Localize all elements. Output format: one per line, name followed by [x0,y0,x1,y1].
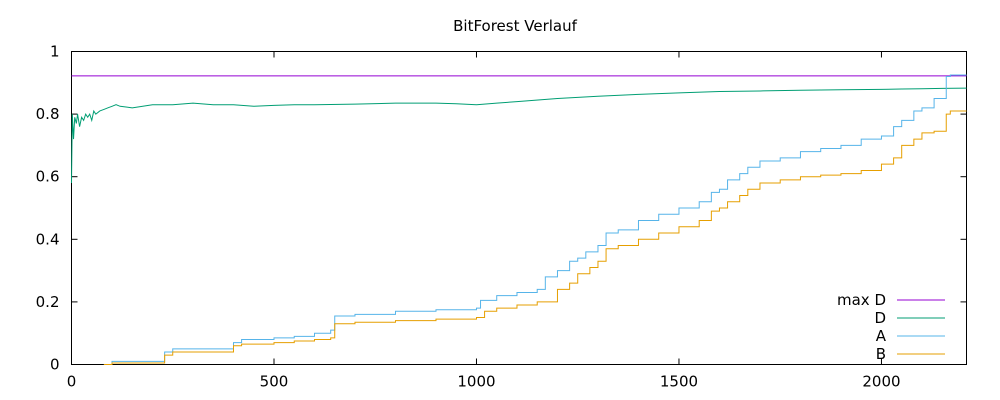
x-tick-label: 500 [260,373,289,391]
chart-title: BitForest Verlauf [453,17,577,35]
y-tick-label: 0.8 [36,105,60,123]
legend-label: A [876,327,887,345]
y-tick-label: 1 [50,43,60,61]
y-tick-label: 0.4 [36,230,60,248]
y-tick-label: 0 [50,356,60,374]
axis-ticks: 0 500 1000 1500 2000 0 0.2 0.4 0.6 0.8 1 [36,43,967,391]
series-layer [71,74,967,365]
plot-frame [71,51,967,365]
x-tick-label: 2000 [862,373,900,391]
legend-label: B [876,345,886,363]
series-line-a [103,74,967,365]
series-line-d [71,87,967,183]
legend-label: max D [837,291,886,309]
x-tick-label: 0 [67,373,77,391]
x-tick-label: 1500 [660,373,698,391]
y-tick-label: 0.2 [36,293,60,311]
series-line-b [103,110,967,365]
y-tick-label: 0.6 [36,168,60,186]
x-tick-label: 1000 [457,373,495,391]
legend-label: D [874,309,886,327]
